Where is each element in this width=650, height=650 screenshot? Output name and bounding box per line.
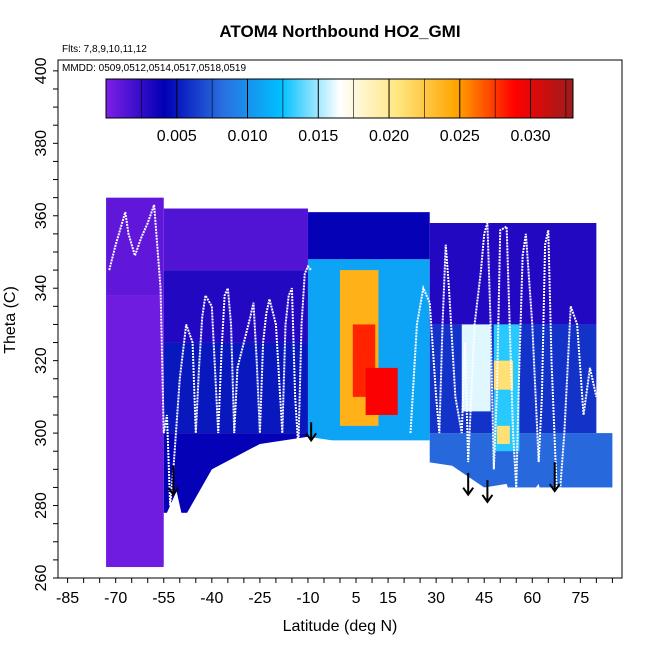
heatmap-cell	[307, 212, 430, 260]
heatmap-cell	[493, 360, 514, 390]
x-tick-label: 45	[475, 590, 493, 607]
x-tick-label: -70	[104, 590, 127, 607]
heatmap-cell	[497, 425, 510, 444]
heatmap-cell	[106, 295, 164, 568]
profile-arrow	[481, 480, 494, 504]
x-tick-label: -85	[56, 590, 79, 607]
x-tick-label: -10	[296, 590, 319, 607]
x-axis: -85 -70 -55 -40 -25 -10 5 15 30 45 60 75	[56, 578, 613, 607]
y-tick-label: 340	[33, 275, 50, 302]
x-tick-label: -55	[152, 590, 175, 607]
colorbar-bar	[105, 78, 574, 119]
x-tick-label: 30	[427, 590, 445, 607]
heatmap-cell	[163, 208, 308, 271]
colorbar-tick-label: 0.020	[369, 128, 409, 145]
surface-mask	[58, 436, 622, 578]
colorbar-tick-label: 0.025	[440, 128, 480, 145]
y-tick-label: 300	[33, 420, 50, 447]
profile-arrow	[462, 472, 474, 497]
colorbar-tick-label: 0.010	[227, 128, 267, 145]
colorbar-tick-label: 0.005	[157, 128, 197, 145]
colorbar-tick-label: 0.015	[298, 128, 338, 145]
y-axis: 260 280 300 320 340 360 380 400	[33, 57, 58, 591]
x-tick-label: -25	[248, 590, 271, 607]
flight-track	[409, 222, 598, 521]
dates-annotation: MMDD: 0509,0512,0514,0517,0518,0519	[62, 63, 246, 74]
heatmap-cell	[429, 223, 597, 325]
y-tick-label: 260	[33, 565, 50, 592]
y-tick-label: 360	[33, 202, 50, 229]
y-axis-label: Theta (C)	[2, 286, 19, 354]
y-tick-label: 400	[33, 57, 50, 84]
x-tick-label: 60	[523, 590, 541, 607]
chart-title: ATOM4 Northbound HO2_GMI	[219, 22, 460, 41]
profile-arrow	[305, 422, 317, 443]
profile-arrow	[548, 462, 561, 493]
x-tick-label: 75	[571, 590, 589, 607]
heatmap-cell	[365, 367, 398, 415]
colorbar: 0.005 0.010 0.015 0.020 0.025 0.030	[105, 78, 574, 145]
flight-tracks	[108, 204, 598, 521]
profile-arrow	[167, 465, 180, 497]
y-tick-label: 280	[33, 492, 50, 519]
x-tick-label: -40	[200, 590, 223, 607]
x-tick-label: 5	[352, 590, 361, 607]
x-tick-label: 15	[379, 590, 397, 607]
flights-annotation: Flts: 7,8,9,10,11,12	[62, 44, 147, 55]
y-tick-label: 380	[33, 130, 50, 157]
colorbar-tick-label: 0.030	[511, 128, 551, 145]
y-tick-label: 320	[33, 347, 50, 374]
heatmap-cell	[163, 270, 308, 343]
x-axis-label: Latitude (deg N)	[283, 618, 398, 635]
flight-track	[108, 204, 312, 506]
profile-arrows	[167, 422, 561, 504]
